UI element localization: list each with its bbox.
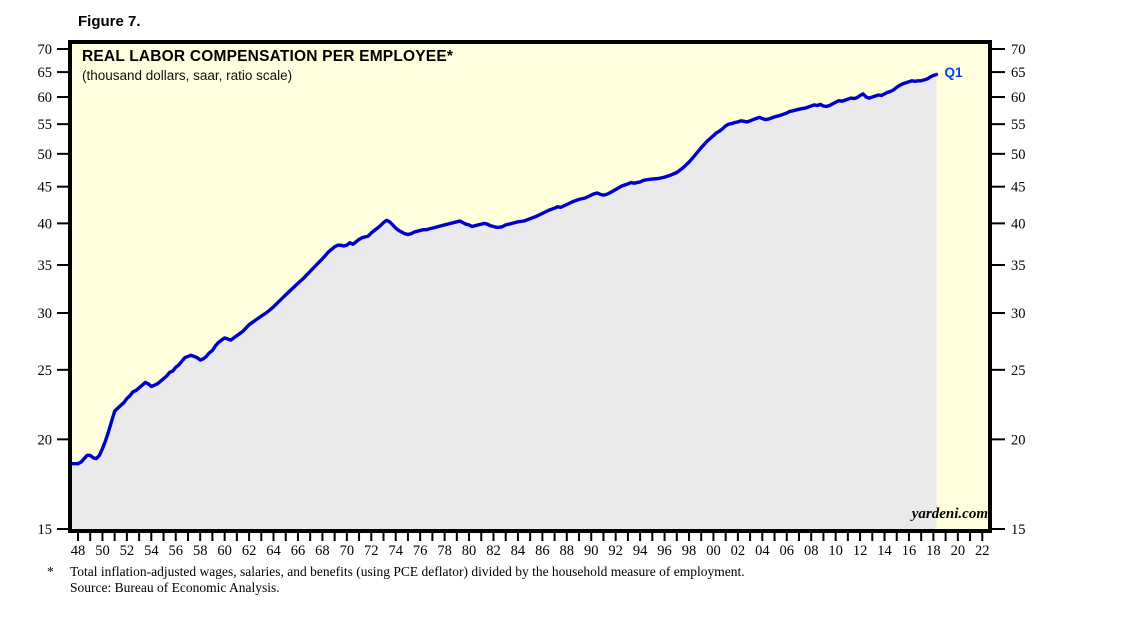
x-axis-label: 18 xyxy=(926,543,941,559)
x-axis-label: 56 xyxy=(169,543,184,559)
y-axis-right-label: 30 xyxy=(1011,306,1026,322)
x-axis-label: 66 xyxy=(291,543,306,559)
x-axis-label: 72 xyxy=(364,543,379,559)
y-axis-right-label: 65 xyxy=(1011,65,1026,81)
x-axis-label: 00 xyxy=(706,543,721,559)
compensation-area xyxy=(72,74,937,529)
y-axis-right-label: 35 xyxy=(1011,258,1026,274)
x-axis-label: 08 xyxy=(804,543,819,559)
y-axis-left-label: 15 xyxy=(38,522,53,538)
x-axis-label: 78 xyxy=(437,543,452,559)
y-axis-right-label: 20 xyxy=(1011,432,1026,448)
footnote-line-1: Total inflation-adjusted wages, salaries… xyxy=(70,564,745,579)
x-axis-label: 92 xyxy=(608,543,623,559)
x-axis-label: 98 xyxy=(682,543,697,559)
x-axis-label: 22 xyxy=(975,543,990,559)
y-axis-right-label: 50 xyxy=(1011,147,1026,163)
x-axis-label: 58 xyxy=(193,543,208,559)
x-axis-label: 94 xyxy=(633,543,648,559)
x-axis-label: 82 xyxy=(486,543,501,559)
footnote-lines: Total inflation-adjusted wages, salaries… xyxy=(70,564,745,596)
x-axis-label: 50 xyxy=(95,543,110,559)
chart-subtitle: (thousand dollars, saar, ratio scale) xyxy=(82,68,293,83)
footnote: * Total inflation-adjusted wages, salari… xyxy=(47,564,745,596)
series-end-label: Q1 xyxy=(944,65,963,81)
y-axis-right-label: 70 xyxy=(1011,42,1026,58)
x-axis-label: 76 xyxy=(413,543,428,559)
footnote-asterisk: * xyxy=(47,564,54,579)
x-axis-label: 52 xyxy=(120,543,135,559)
x-axis-label: 12 xyxy=(853,543,868,559)
y-axis-left-label: 20 xyxy=(38,432,53,448)
y-axis-right-label: 45 xyxy=(1011,180,1026,196)
x-axis-label: 48 xyxy=(71,543,86,559)
y-axis-left-label: 25 xyxy=(38,363,53,379)
x-axis-label: 96 xyxy=(657,543,672,559)
chart-title: REAL LABOR COMPENSATION PER EMPLOYEE* xyxy=(82,48,454,65)
y-axis-left-label: 70 xyxy=(38,42,53,58)
y-axis-left-label: 30 xyxy=(38,306,53,322)
y-axis-left-label: 60 xyxy=(38,90,53,106)
y-axis-right-label: 55 xyxy=(1011,117,1026,133)
x-axis-label: 86 xyxy=(535,543,550,559)
x-axis-label: 54 xyxy=(144,543,159,559)
y-axis-left-label: 55 xyxy=(38,117,53,133)
x-axis-label: 60 xyxy=(217,543,232,559)
x-axis-label: 04 xyxy=(755,543,770,559)
x-axis-label: 70 xyxy=(340,543,355,559)
y-axis-right-label: 15 xyxy=(1011,522,1026,538)
x-axis-label: 06 xyxy=(780,543,795,559)
y-axis-right-label: 25 xyxy=(1011,363,1026,379)
watermark-yardeni: yardeni.com xyxy=(911,506,988,522)
x-axis-label: 80 xyxy=(462,543,477,559)
compensation-line xyxy=(70,72,939,466)
x-axis-label: 02 xyxy=(731,543,746,559)
x-axis-label: 16 xyxy=(902,543,917,559)
y-axis-left-label: 35 xyxy=(38,258,53,274)
y-axis-left-label: 65 xyxy=(38,65,53,81)
x-axis-label: 14 xyxy=(877,543,892,559)
x-axis-label: 62 xyxy=(242,543,257,559)
x-axis-label: 88 xyxy=(560,543,575,559)
x-axis-label: 74 xyxy=(388,543,403,559)
y-axis-left-label: 50 xyxy=(38,147,53,163)
x-axis-label: 10 xyxy=(828,543,843,559)
figure-label: Figure 7. xyxy=(78,13,141,30)
x-axis-label: 90 xyxy=(584,543,599,559)
x-axis-label: 84 xyxy=(511,543,526,559)
x-axis-label: 20 xyxy=(951,543,966,559)
footnote-line-2: Source: Bureau of Economic Analysis. xyxy=(70,580,280,595)
x-axis-label: 64 xyxy=(266,543,281,559)
x-axis-label: 68 xyxy=(315,543,330,559)
y-axis-right-label: 60 xyxy=(1011,90,1026,106)
y-axis-left-label: 40 xyxy=(38,216,53,232)
y-axis-left-label: 45 xyxy=(38,180,53,196)
y-axis-right-label: 40 xyxy=(1011,216,1026,232)
